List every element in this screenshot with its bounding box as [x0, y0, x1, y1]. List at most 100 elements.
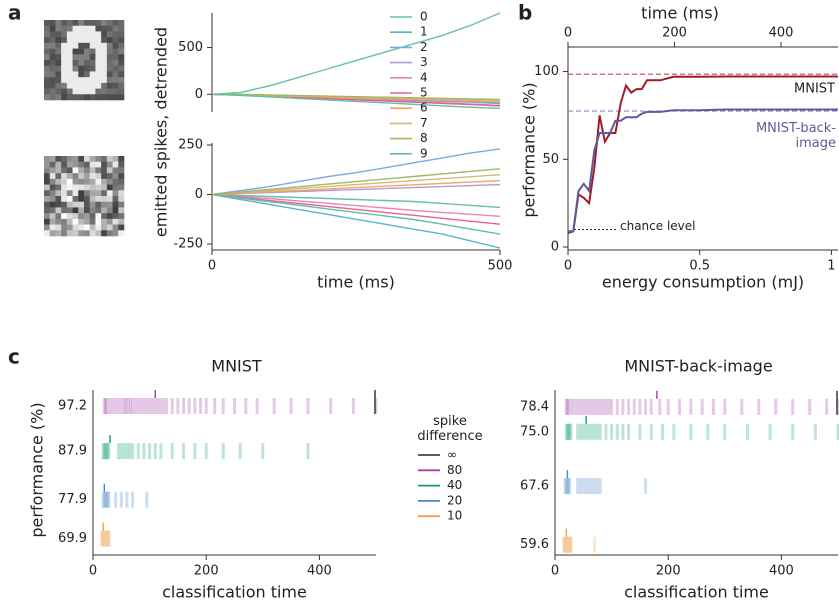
legend-title-box: spike difference: [417, 414, 483, 444]
image-pixel: [112, 178, 119, 185]
raster-tick: [595, 398, 599, 415]
image-pixel: [89, 20, 96, 27]
raster-tick: [615, 423, 619, 440]
image-pixel: [78, 77, 85, 84]
image-pixel: [66, 196, 73, 203]
image-pixel: [112, 37, 119, 44]
image-pixel: [106, 213, 113, 220]
legend-label: 7: [420, 116, 428, 130]
image-pixel: [118, 190, 125, 197]
image-pixel: [112, 218, 119, 225]
image-pixel: [72, 77, 79, 84]
raster-tick: [615, 398, 619, 415]
series-line: [211, 168, 501, 196]
raster-tick: [576, 423, 580, 440]
image-pixel: [49, 31, 56, 38]
image-pixel: [66, 167, 73, 174]
image-pixel: [61, 184, 68, 191]
image-pixel: [61, 213, 68, 220]
legend-label: 3: [420, 55, 428, 69]
raster-tick: [131, 491, 135, 508]
image-pixel: [106, 42, 113, 49]
image-pixel: [89, 94, 96, 101]
image-pixel: [78, 167, 85, 174]
image-pixel: [101, 201, 108, 208]
image-pixel: [95, 94, 102, 101]
series-label: MNIST: [794, 82, 835, 97]
image-pixel: [118, 42, 125, 49]
raster-tick: [131, 398, 135, 415]
raster-tick: [374, 398, 378, 415]
image-pixel: [101, 213, 108, 220]
image-pixel: [44, 94, 51, 101]
image-pixel: [49, 37, 56, 44]
image-pixel: [49, 65, 56, 72]
image-pixel: [61, 201, 68, 208]
image-pixel: [89, 224, 96, 231]
image-pixel: [78, 218, 85, 225]
image-pixel: [44, 48, 51, 55]
image-pixel: [89, 82, 96, 89]
x-tick-label: 0: [89, 564, 97, 579]
image-pixel: [95, 173, 102, 180]
image-pixel: [101, 167, 108, 174]
raster-tick: [108, 398, 112, 415]
image-pixel: [89, 190, 96, 197]
image-pixel: [84, 48, 91, 55]
image-pixel: [101, 25, 108, 32]
image-pixel: [95, 184, 102, 191]
performance-label: 75.0: [520, 424, 549, 439]
image-pixel: [84, 230, 91, 237]
raster-tick: [791, 398, 795, 415]
image-pixel: [55, 88, 62, 95]
image-pixel: [44, 20, 51, 27]
image-pixel: [78, 201, 85, 208]
legend-title: spike difference: [417, 414, 483, 444]
raster-tick: [593, 398, 597, 415]
image-pixel: [49, 88, 56, 95]
image-pixel: [66, 77, 73, 84]
image-pixel: [101, 161, 108, 168]
image-pixel: [95, 42, 102, 49]
legend-label: ∞: [447, 448, 457, 462]
raster-tick: [156, 398, 160, 415]
image-pixel: [78, 190, 85, 197]
image-pixel: [118, 60, 125, 67]
raster-tick: [131, 443, 135, 460]
image-pixel: [89, 48, 96, 55]
raster-tick: [581, 423, 585, 440]
image-pixel: [44, 31, 51, 38]
image-pixel: [112, 156, 119, 163]
image-pixel: [66, 65, 73, 72]
image-pixel: [89, 213, 96, 220]
raster-tick: [176, 398, 180, 415]
raster-tick: [150, 398, 154, 415]
image-pixel: [89, 37, 96, 44]
image-pixel: [44, 156, 51, 163]
image-pixel: [89, 173, 96, 180]
image-pixel: [78, 25, 85, 32]
y-axis-label: performance (%): [28, 402, 47, 537]
image-pixel: [101, 77, 108, 84]
x2-axis-label: time (ms): [641, 4, 719, 23]
raster-tick: [564, 536, 568, 553]
image-pixel: [112, 94, 119, 101]
raster-tick: [598, 398, 602, 415]
image-pixel: [89, 71, 96, 78]
image-pixel: [78, 161, 85, 168]
raster-tick: [142, 398, 146, 415]
raster-tick: [711, 398, 715, 415]
raster-tick: [261, 443, 265, 460]
image-pixel: [84, 173, 91, 180]
raster-tick: [116, 443, 120, 460]
image-pixel: [84, 207, 91, 214]
image-pixel: [112, 60, 119, 67]
image-pixel: [61, 37, 68, 44]
image-pixel: [95, 54, 102, 61]
x-tick-label: 400: [307, 564, 332, 579]
raster-tick: [107, 491, 111, 508]
image-pixel: [49, 213, 56, 220]
raster-tick: [568, 536, 572, 553]
image-pixel: [101, 196, 108, 203]
raster-tick: [567, 478, 571, 495]
